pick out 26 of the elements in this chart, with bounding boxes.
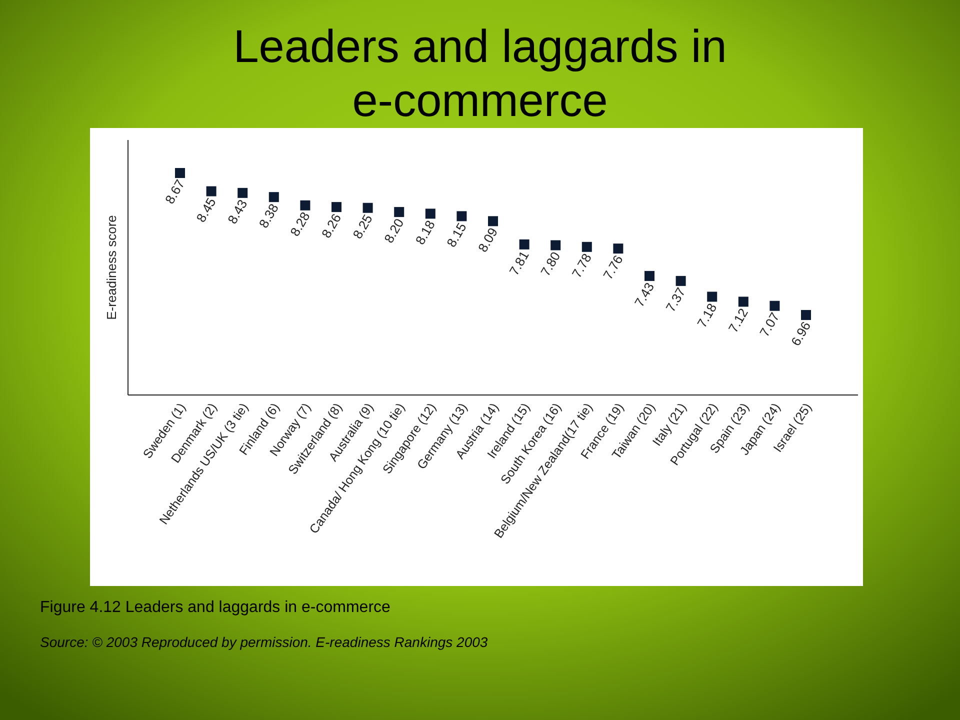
point [456,211,467,222]
point [582,242,592,252]
point [394,207,404,218]
point [801,310,811,320]
point [362,202,373,213]
point [206,186,216,196]
point [550,240,561,250]
point [332,202,342,212]
point [613,244,624,254]
chart-title: Leaders and laggards in e-commerce [233,20,727,126]
point [488,216,498,226]
point [268,192,279,202]
point [519,239,530,250]
point [425,208,436,219]
point [738,296,748,307]
source-note: Source: © 2003 Reproduced by permission. E-readiness Rankings 2003 [40,634,488,650]
point [707,292,718,302]
point [770,300,780,311]
data-label: 7.81 [506,248,532,278]
point [300,200,310,210]
point [238,188,248,198]
point [175,168,185,178]
caption: Figure 4.12 Leaders and laggards in e-commerce [40,599,391,616]
point [644,270,654,281]
y-axis-title: E-readiness score [104,215,119,320]
point [676,276,686,286]
